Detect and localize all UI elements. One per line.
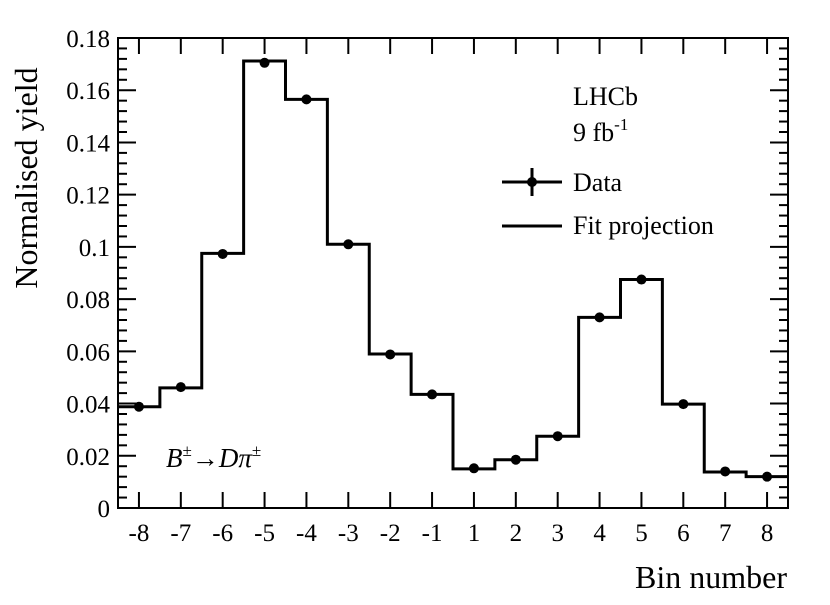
data-point [636,274,647,285]
data-point [343,239,354,250]
data-point [301,94,312,105]
legend-fit-label: Fit projection [573,211,714,240]
x-tick-label: 7 [719,520,732,547]
x-tick-label: 8 [761,520,774,547]
data-point [762,471,773,482]
data-point [594,312,605,323]
experiment-label: LHCb [573,82,638,111]
y-tick-labels: 0 0.02 0.04 0.06 0.08 0.1 0.12 0.14 0.16 0.18 [66,26,110,523]
x-tick-labels: -8 -7 -6 -5 -4 -3 -2 -1 1 2 3 4 5 6 7 8 [129,520,774,547]
y-tick-label: 0.08 [66,287,110,314]
decay-annotation: B±→Dπ± [166,441,261,473]
data-point [510,454,521,465]
y-tick-label: 0 [98,496,111,523]
y-axis-title: Normalised yield [8,67,44,288]
data-point [259,57,270,68]
legend-data-marker [527,177,537,187]
x-tick-label: 5 [635,520,648,547]
y-tick-label: 0.14 [66,130,110,157]
x-axis-title: Bin number [635,559,787,595]
y-tick-label: 0.06 [66,339,110,366]
plot-frame [117,37,789,509]
y-tick-label: 0.18 [66,26,110,53]
x-tick-label: 3 [551,520,564,547]
data-point [217,248,228,259]
y-tick-label: 0.04 [66,392,110,419]
x-tick-label: -1 [422,520,443,547]
luminosity-label: 9 fb-1 [573,115,628,147]
x-tick-label: -2 [380,520,401,547]
data-points [133,57,773,482]
x-tick-label: -6 [212,520,233,547]
data-point [678,399,689,410]
data-point [175,382,186,393]
data-point [720,466,731,477]
y-tick-label: 0.02 [66,444,110,471]
data-point [427,389,438,400]
legend-data-label: Data [573,168,623,197]
y-tick-label: 0.12 [66,183,110,210]
x-tick-label: -4 [296,520,317,547]
y-tick-label: 0.16 [66,78,110,105]
x-tick-label: -8 [129,520,150,547]
x-tick-label: 1 [468,520,481,547]
x-tick-label: 2 [510,520,523,547]
x-tick-label: 4 [593,520,606,547]
legend: Data Fit projection [502,168,714,240]
data-point [552,431,563,442]
x-tick-label: -3 [338,520,359,547]
data-point [385,349,396,360]
y-tick-label: 0.1 [79,235,110,262]
x-tick-label: -5 [254,520,275,547]
data-point [133,401,144,412]
fit-projection-line [118,59,788,479]
x-tick-label: 6 [677,520,690,547]
data-point [468,463,479,474]
x-tick-label: -7 [170,520,191,547]
